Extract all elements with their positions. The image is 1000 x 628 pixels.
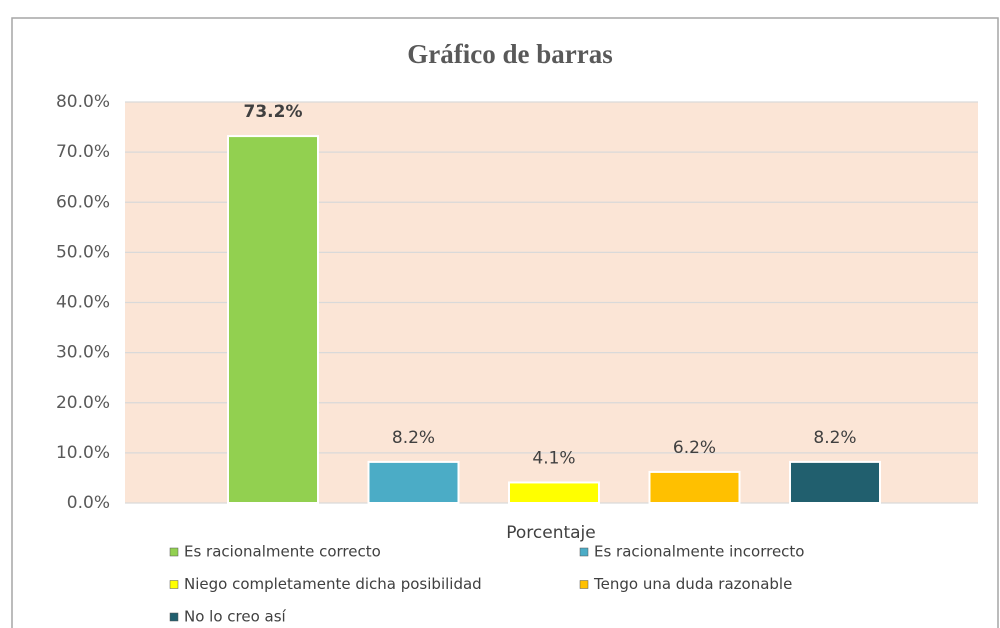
- y-tick-label: 40.0%: [56, 293, 110, 313]
- legend-label: Es racionalmente correcto: [184, 543, 381, 561]
- data-label: 8.2%: [813, 428, 856, 448]
- legend-label: Tengo una duda razonable: [593, 575, 792, 593]
- y-tick-label: 20.0%: [56, 393, 110, 413]
- y-tick-label: 50.0%: [56, 242, 110, 262]
- y-tick-label: 70.0%: [56, 142, 110, 162]
- legend-swatch: [169, 547, 179, 557]
- data-label: 73.2%: [244, 102, 303, 122]
- chart-title: Gráfico de barras: [407, 39, 612, 69]
- x-axis-label: Porcentaje: [506, 523, 596, 543]
- legend-swatch: [169, 612, 179, 622]
- bar: [789, 460, 881, 504]
- y-tick-label: 10.0%: [56, 443, 110, 463]
- data-label: 6.2%: [673, 438, 716, 458]
- bar: [508, 481, 600, 505]
- y-tick-label: 30.0%: [56, 343, 110, 363]
- legend-swatch: [579, 547, 589, 557]
- y-tick-label: 80.0%: [56, 92, 110, 112]
- y-tick-label: 0.0%: [67, 493, 110, 513]
- legend-label: Niego completamente dicha posibilidad: [184, 575, 482, 593]
- data-label: 8.2%: [392, 428, 435, 448]
- bar: [367, 460, 460, 504]
- legend-label: Es racionalmente incorrecto: [594, 543, 804, 561]
- bar: [227, 135, 319, 505]
- data-label: 4.1%: [532, 448, 575, 468]
- legend-swatch: [579, 580, 589, 589]
- y-tick-label: 60.0%: [56, 192, 110, 212]
- bar: [648, 470, 741, 504]
- legend-label: No lo creo así: [184, 608, 287, 626]
- legend-swatch: [169, 580, 179, 589]
